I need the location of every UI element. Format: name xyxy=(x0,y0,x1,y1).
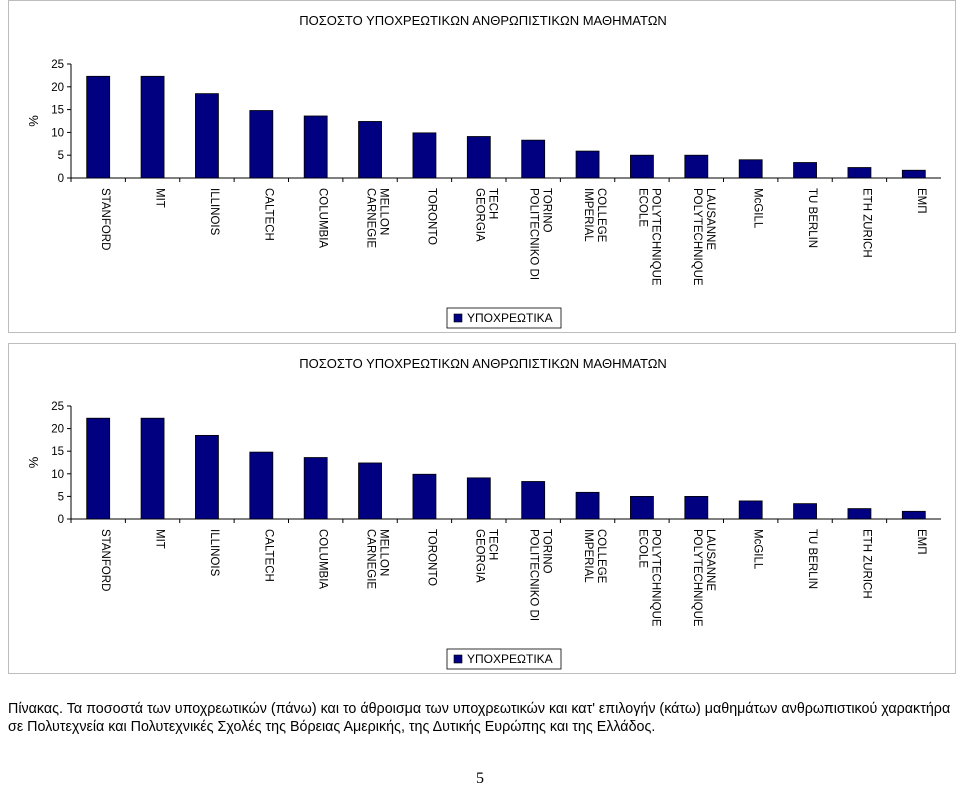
legend: ΥΠΟΧΡΕΩΤΙΚΑ xyxy=(446,307,562,329)
x-tick-label: ILLINOIS xyxy=(208,529,220,577)
y-tick-label: 5 xyxy=(58,150,64,162)
bar xyxy=(140,417,165,520)
y-tick-label: 5 xyxy=(58,491,64,503)
bar xyxy=(303,115,328,179)
bar xyxy=(847,508,872,520)
x-tick-label: TU BERLIN xyxy=(806,188,818,248)
x-tick-label: TORONTO xyxy=(425,529,437,586)
bar xyxy=(412,473,437,520)
legend-box xyxy=(446,648,562,670)
bar xyxy=(358,462,382,520)
x-tick-label: ECOLEPOLYTECHNIQUE xyxy=(636,529,661,627)
x-tick-label: POLITECNIKO DITORINO xyxy=(528,188,553,280)
bar xyxy=(303,457,328,520)
bar xyxy=(575,491,600,520)
bar xyxy=(901,169,926,179)
x-tick-label: COLUMBIA xyxy=(317,529,329,589)
x-tick-label: CALTECH xyxy=(262,529,274,582)
bar xyxy=(195,434,219,520)
y-tick-label: 10 xyxy=(51,127,64,139)
x-tick-label: McGILL xyxy=(752,529,764,570)
x-tick-label: MIT xyxy=(154,529,166,549)
x-tick-label: McGILL xyxy=(752,188,764,229)
y-tick-label: 15 xyxy=(51,105,64,117)
x-tick-label: CARNEGIEMELLON xyxy=(365,188,390,248)
x-tick-label: ETH ZURICH xyxy=(860,529,872,599)
chart-title: ΠΟΣΟΣΤΟ ΥΠΟΧΡΕΩΤΙΚΩΝ ΑΝΘΡΩΠΙΣΤΙΚΩΝ ΜΑΘΗΜ… xyxy=(299,356,667,371)
figure-caption: Πίνακας. Τα ποσοστά των υποχρεωτικών (πά… xyxy=(8,701,951,735)
y-axis-label: % xyxy=(26,456,41,468)
chart-title: ΠΟΣΟΣΤΟ ΥΠΟΧΡΕΩΤΙΚΩΝ ΑΝΘΡΩΠΙΣΤΙΚΩΝ ΜΑΘΗΜ… xyxy=(299,13,667,28)
bar xyxy=(86,75,111,179)
x-tick-label: MIT xyxy=(154,188,166,208)
x-tick-label: ECOLEPOLYTECHNIQUE xyxy=(636,188,661,286)
legend-label: ΥΠΟΧΡΕΩΤΙΚΑ xyxy=(467,652,553,666)
legend-box xyxy=(446,307,562,329)
bar-chart-top: ΠΟΣΟΣΤΟ ΥΠΟΧΡΕΩΤΙΚΩΝ ΑΝΘΡΩΠΙΣΤΙΚΩΝ ΜΑΘΗΜ… xyxy=(26,13,941,329)
x-tick-label: GEORGIATECH xyxy=(473,188,498,242)
y-tick-label: 20 xyxy=(51,82,64,94)
bar xyxy=(793,162,817,179)
bar xyxy=(901,510,926,520)
x-tick-label: POLITECNIKO DITORINO xyxy=(528,529,553,621)
bar xyxy=(684,495,709,520)
x-tick-label: POLYTECHNIQUELAUSANNE xyxy=(691,188,716,286)
x-tick-label: COLUMBIA xyxy=(317,188,329,248)
bar xyxy=(358,121,382,179)
x-tick-label: GEORGIATECH xyxy=(473,529,498,583)
x-tick-label: TORONTO xyxy=(425,188,437,245)
y-axis-label: % xyxy=(26,115,41,127)
bar xyxy=(412,132,437,179)
x-tick-label: CARNEGIEMELLON xyxy=(365,529,390,589)
y-tick-label: 15 xyxy=(51,446,64,458)
legend-label: ΥΠΟΧΡΕΩΤΙΚΑ xyxy=(467,311,553,325)
chart-panel-top: ΠΟΣΟΣΤΟ ΥΠΟΧΡΕΩΤΙΚΩΝ ΑΝΘΡΩΠΙΣΤΙΚΩΝ ΜΑΘΗΜ… xyxy=(8,0,956,333)
bar xyxy=(793,503,817,520)
bar xyxy=(521,481,546,520)
y-tick-label: 10 xyxy=(51,469,64,481)
bar xyxy=(847,167,872,179)
x-tick-label: IMPERIALCOLLEGE xyxy=(582,188,607,243)
y-tick-label: 25 xyxy=(51,59,64,71)
x-tick-label: ΕΜΠ xyxy=(915,188,927,214)
bar xyxy=(249,451,274,520)
legend: ΥΠΟΧΡΕΩΤΙΚΑ xyxy=(446,648,562,670)
bar xyxy=(575,150,600,179)
x-tick-label: TU BERLIN xyxy=(806,529,818,589)
bar xyxy=(630,495,654,520)
x-tick-label: IMPERIALCOLLEGE xyxy=(582,529,607,584)
y-tick-label: 0 xyxy=(58,173,64,185)
bar xyxy=(684,154,709,179)
bar-chart-bottom: ΠΟΣΟΣΤΟ ΥΠΟΧΡΕΩΤΙΚΩΝ ΑΝΘΡΩΠΙΣΤΙΚΩΝ ΜΑΘΗΜ… xyxy=(26,356,941,670)
bar xyxy=(140,75,165,179)
x-tick-label: POLYTECHNIQUELAUSANNE xyxy=(691,529,716,627)
x-tick-label: STANFORD xyxy=(99,188,111,250)
bar xyxy=(195,93,219,179)
y-tick-label: 25 xyxy=(51,401,64,413)
y-tick-label: 20 xyxy=(51,424,64,436)
x-tick-label: ILLINOIS xyxy=(208,188,220,236)
bar xyxy=(738,500,763,520)
page-number: 5 xyxy=(476,770,484,787)
bar xyxy=(521,139,546,179)
bar xyxy=(466,477,491,520)
legend-swatch xyxy=(453,313,463,323)
y-tick-label: 0 xyxy=(58,514,64,526)
bar xyxy=(249,110,274,179)
x-tick-label: ΕΜΠ xyxy=(915,529,927,555)
x-tick-label: ETH ZURICH xyxy=(860,188,872,258)
x-tick-label: CALTECH xyxy=(262,188,274,241)
bar xyxy=(630,154,654,179)
x-tick-label: STANFORD xyxy=(99,529,111,591)
legend-swatch xyxy=(453,654,463,664)
bar xyxy=(86,417,111,520)
chart-panel-bottom: ΠΟΣΟΣΤΟ ΥΠΟΧΡΕΩΤΙΚΩΝ ΑΝΘΡΩΠΙΣΤΙΚΩΝ ΜΑΘΗΜ… xyxy=(8,343,956,674)
bar xyxy=(738,159,763,179)
bar xyxy=(466,136,491,179)
